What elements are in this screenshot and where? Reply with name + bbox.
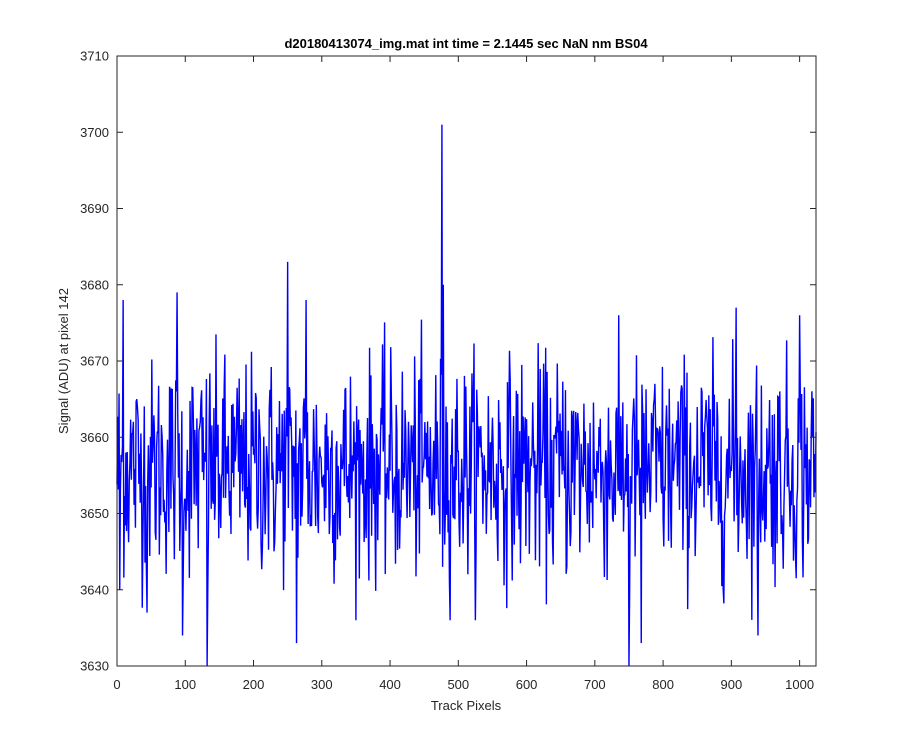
- plot-area: [117, 56, 816, 666]
- x-axis-label: Track Pixels: [431, 698, 502, 713]
- x-tick-label: 200: [243, 677, 265, 692]
- y-tick-label: 3660: [80, 430, 109, 445]
- x-tick-label: 700: [584, 677, 606, 692]
- x-tick-label: 800: [652, 677, 674, 692]
- plot-box: [116, 55, 817, 667]
- y-tick-label: 3710: [80, 49, 109, 64]
- x-tick-label: 600: [516, 677, 538, 692]
- y-tick-label: 3670: [80, 354, 109, 369]
- y-tick-label: 3700: [80, 125, 109, 140]
- x-tick-label: 400: [379, 677, 401, 692]
- x-tick-label: 100: [174, 677, 196, 692]
- y-tick-label: 3690: [80, 201, 109, 216]
- series-layer: [116, 124, 817, 667]
- x-tick-label: 0: [113, 677, 120, 692]
- y-tick-label: 3640: [80, 582, 109, 597]
- x-tick-label: 900: [721, 677, 743, 692]
- chart-title: d20180413074_img.mat int time = 2.1445 s…: [284, 36, 648, 51]
- x-tick-label: 500: [447, 677, 469, 692]
- y-tick-label: 3650: [80, 506, 109, 521]
- y-tick-label: 3680: [80, 277, 109, 292]
- x-axis-ticks: 0 100 200 300 400 500 600 700 800 900 1000: [113, 56, 814, 692]
- y-axis-ticks: 3630 3640 3650 3660 3670 3680 3690 3700 3710: [80, 49, 816, 674]
- x-tick-label: 1000: [785, 677, 814, 692]
- y-tick-label: 3630: [80, 659, 109, 674]
- y-axis-label: Signal (ADU) at pixel 142: [56, 288, 71, 434]
- x-tick-label: 300: [311, 677, 333, 692]
- signal-series-line: [116, 124, 817, 667]
